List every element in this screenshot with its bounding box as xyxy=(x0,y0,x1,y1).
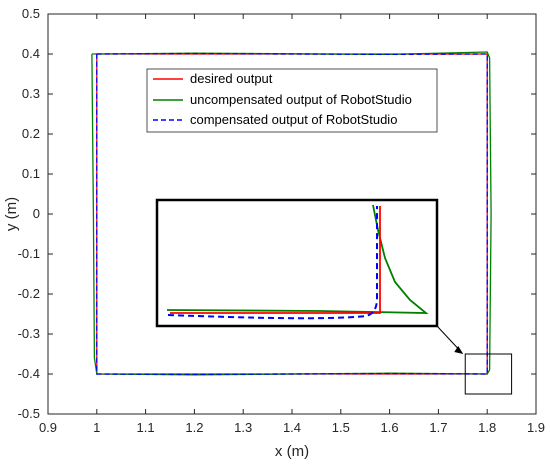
legend-label-desired: desired output xyxy=(190,71,273,86)
y-tick-label: -0.1 xyxy=(18,246,40,261)
legend: desired output uncompensated output of R… xyxy=(146,68,438,133)
y-axis-label: y (m) xyxy=(3,197,20,231)
series-line-uncompensated xyxy=(91,51,492,376)
zoom-inset xyxy=(155,198,513,395)
zoom-box xyxy=(464,353,513,395)
inset-arrow-head xyxy=(454,346,464,354)
y-tick-label: -0.3 xyxy=(18,326,40,341)
legend-label-uncompensated: uncompensated output of RobotStudio xyxy=(190,92,412,107)
y-tick-label: 0.1 xyxy=(22,166,40,181)
x-tick-label: 1.8 xyxy=(478,420,496,435)
series-line-compensated xyxy=(96,52,488,376)
y-tick-labels: 0.5 0.4 0.3 0.2 0.1 0 -0.1 -0.2 -0.3 -0.4 -0.5 xyxy=(18,6,40,421)
series-layer xyxy=(91,51,492,376)
y-tick-label: -0.2 xyxy=(18,286,40,301)
inset-line-desired xyxy=(170,206,381,314)
x-tick-label: 1.3 xyxy=(234,420,252,435)
y-tick-label: -0.5 xyxy=(18,406,40,421)
x-tick-label: 1.5 xyxy=(332,420,350,435)
x-tick-label: 1.2 xyxy=(185,420,203,435)
inset-line-compensated xyxy=(167,206,378,320)
y-tick-label: 0.3 xyxy=(22,86,40,101)
y-tick-label: 0.5 xyxy=(22,6,40,21)
x-tick-labels: 0.9 1 1.1 1.2 1.3 1.4 1.5 1.6 1.7 1.8 1.9 xyxy=(39,420,545,435)
legend-label-compensated: compensated output of RobotStudio xyxy=(190,112,397,127)
y-tick-label: 0.2 xyxy=(22,126,40,141)
x-tick-label: 0.9 xyxy=(39,420,57,435)
tick-layer xyxy=(47,13,537,415)
y-tick-label: 0.4 xyxy=(22,46,40,61)
y-tick-label: 0 xyxy=(33,206,40,221)
x-tick-label: 1.7 xyxy=(429,420,447,435)
legend-box xyxy=(146,68,438,133)
x-tick-label: 1 xyxy=(93,420,100,435)
x-tick-label: 1.1 xyxy=(137,420,155,435)
x-tick-label: 1.9 xyxy=(527,420,545,435)
x-axis-label: x (m) xyxy=(275,443,309,460)
x-tick-label: 1.4 xyxy=(283,420,301,435)
inset-box xyxy=(155,198,439,328)
y-tick-label: -0.4 xyxy=(18,366,40,381)
x-tick-label: 1.6 xyxy=(381,420,399,435)
